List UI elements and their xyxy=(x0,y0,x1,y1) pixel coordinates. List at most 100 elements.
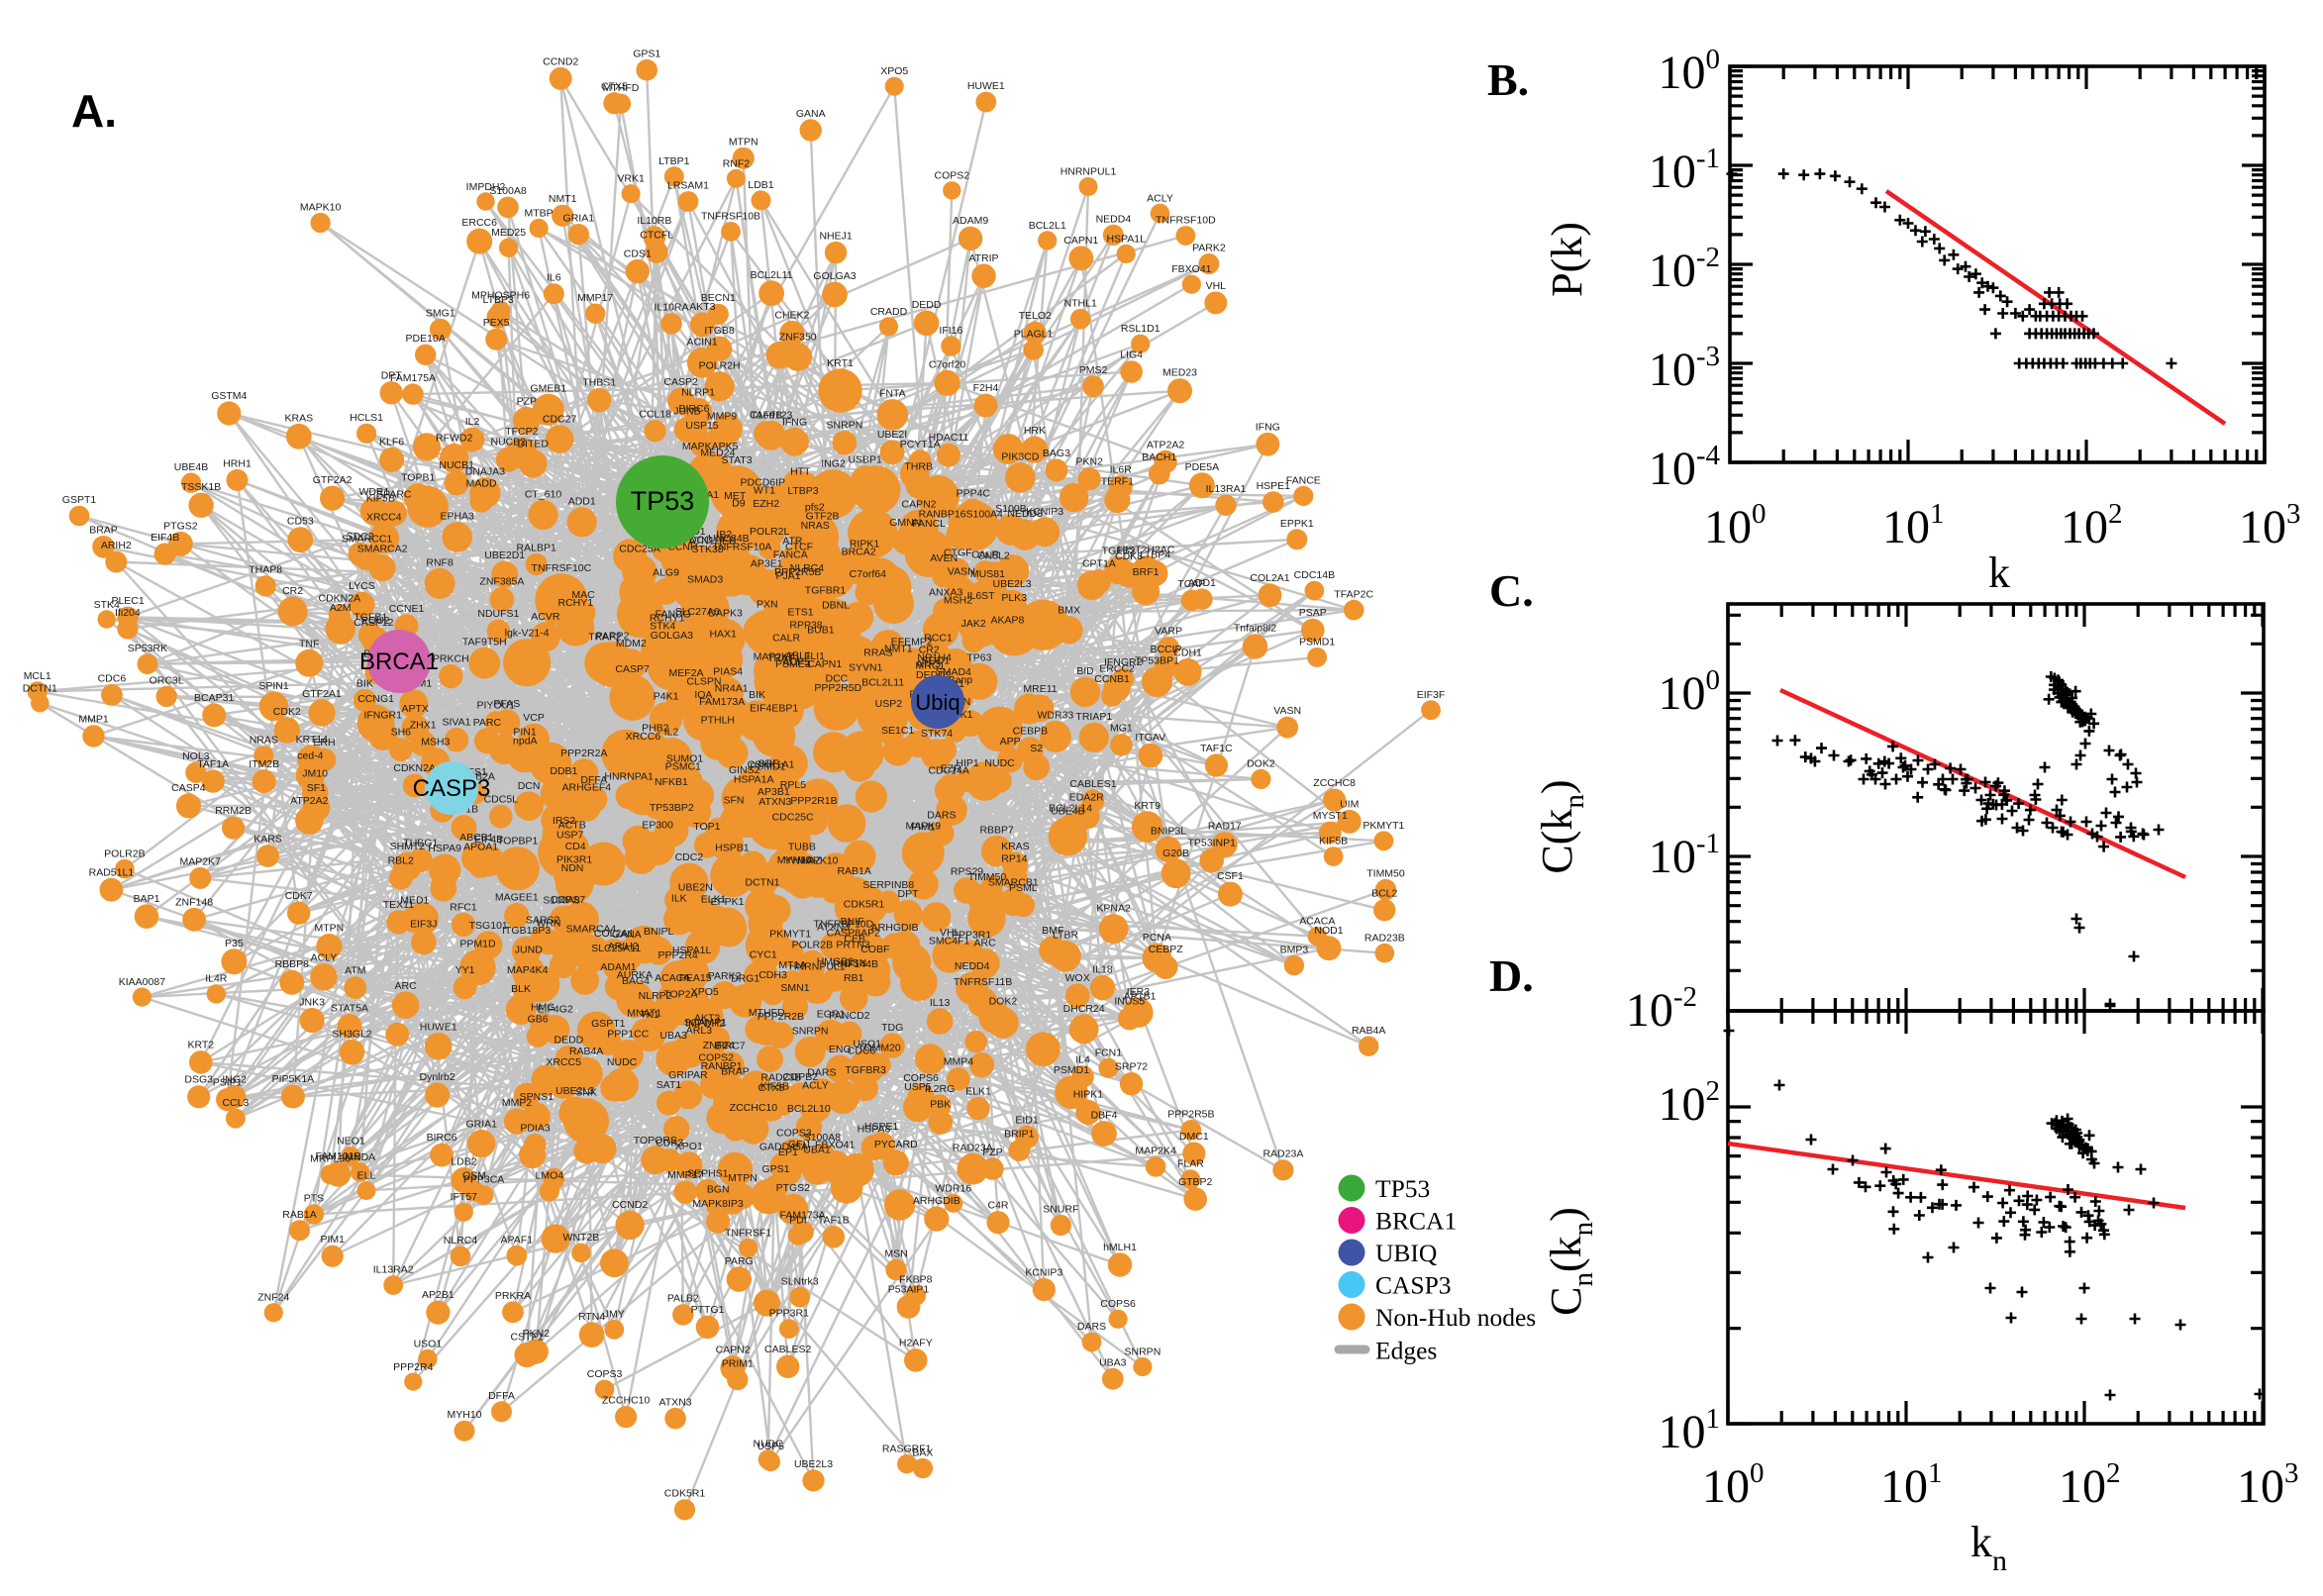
svg-text:TGFB2: TGFB2 xyxy=(1102,545,1136,556)
svg-text:NR1H4: NR1H4 xyxy=(917,652,952,664)
svg-text:MRPL36: MRPL36 xyxy=(310,1153,351,1165)
svg-text:MED1: MED1 xyxy=(400,895,429,907)
svg-text:BCCIP: BCCIP xyxy=(1150,644,1181,655)
svg-text:EIF4G2: EIF4G2 xyxy=(538,1004,573,1016)
svg-text:CCL3: CCL3 xyxy=(222,1097,249,1109)
svg-text:100: 100 xyxy=(1659,44,1721,99)
svg-text:BNIP3L: BNIP3L xyxy=(1151,825,1186,837)
svg-text:ITM2B: ITM2B xyxy=(249,758,279,770)
svg-text:BCAP31: BCAP31 xyxy=(194,692,234,704)
svg-text:ANXA3: ANXA3 xyxy=(929,587,963,599)
svg-text:SEPHS1: SEPHS1 xyxy=(687,1167,729,1179)
svg-text:CTX5: CTX5 xyxy=(601,81,628,93)
svg-text:BIK: BIK xyxy=(356,677,373,689)
svg-text:DPT: DPT xyxy=(381,370,403,382)
svg-text:CDC5L: CDC5L xyxy=(484,793,519,805)
svg-text:POU2: POU2 xyxy=(361,615,390,627)
svg-text:npdA: npdA xyxy=(513,735,538,747)
svg-text:10-3: 10-3 xyxy=(1649,341,1720,396)
svg-text:EIF4B: EIF4B xyxy=(151,532,179,544)
svg-text:POLR2H: POLR2H xyxy=(699,360,741,372)
svg-text:GTF2A1: GTF2A1 xyxy=(302,688,342,700)
svg-text:RSL1D1: RSL1D1 xyxy=(1121,323,1161,335)
svg-text:GPS1: GPS1 xyxy=(633,48,660,59)
svg-text:HMG: HMG xyxy=(531,1001,556,1013)
svg-text:RAD23A: RAD23A xyxy=(1262,1148,1303,1160)
svg-text:MAPK8IP3: MAPK8IP3 xyxy=(692,1198,744,1210)
svg-text:PKN2: PKN2 xyxy=(523,1328,551,1340)
svg-text:GOLGA3: GOLGA3 xyxy=(813,270,856,282)
svg-text:IL6R: IL6R xyxy=(1110,464,1133,476)
svg-text:GRIPAR: GRIPAR xyxy=(668,1069,708,1081)
svg-text:10-1: 10-1 xyxy=(1649,828,1720,883)
svg-text:VARP: VARP xyxy=(1155,626,1182,638)
svg-text:PRKCH: PRKCH xyxy=(433,653,469,665)
svg-text:PIYOU1: PIYOU1 xyxy=(476,700,515,712)
svg-text:USP15: USP15 xyxy=(685,420,718,432)
svg-text:XPO5: XPO5 xyxy=(880,65,908,77)
svg-text:HRK: HRK xyxy=(1024,425,1046,437)
svg-text:NHEJ1: NHEJ1 xyxy=(819,231,852,243)
svg-text:ALG9: ALG9 xyxy=(653,567,679,579)
svg-text:TAF9T5H: TAF9T5H xyxy=(462,636,507,648)
svg-text:NEDD8: NEDD8 xyxy=(1007,508,1043,520)
svg-text:NUDC: NUDC xyxy=(984,757,1015,769)
svg-text:OSM: OSM xyxy=(462,1169,486,1181)
svg-text:AVEN: AVEN xyxy=(930,552,958,564)
svg-text:ADD1: ADD1 xyxy=(1188,577,1216,589)
svg-text:CT_610: CT_610 xyxy=(525,488,562,500)
svg-text:Cn(kn): Cn(kn) xyxy=(1542,1207,1599,1316)
svg-text:Dynlrb2: Dynlrb2 xyxy=(420,1071,455,1083)
svg-text:CN5L2: CN5L2 xyxy=(977,550,1010,562)
svg-text:TGFB1: TGFB1 xyxy=(354,612,387,624)
svg-text:MTPN: MTPN xyxy=(315,923,345,935)
svg-text:HNRNPUL1: HNRNPUL1 xyxy=(1060,165,1117,177)
svg-text:BMF: BMF xyxy=(1042,925,1063,937)
svg-text:KCNIP3: KCNIP3 xyxy=(1025,1266,1062,1278)
svg-text:BRF1: BRF1 xyxy=(1133,566,1160,578)
svg-text:hMLH1: hMLH1 xyxy=(1103,1242,1137,1253)
svg-text:ZCCHC10: ZCCHC10 xyxy=(602,1395,651,1407)
svg-text:ATP2A2: ATP2A2 xyxy=(1147,439,1184,450)
svg-text:SNRPN: SNRPN xyxy=(1125,1346,1162,1357)
svg-text:APTX: APTX xyxy=(401,703,428,715)
svg-text:FAM173A: FAM173A xyxy=(780,1210,826,1222)
svg-text:BMP3: BMP3 xyxy=(1280,944,1309,955)
svg-text:ADAM9: ADAM9 xyxy=(953,215,988,227)
svg-text:BRIP1: BRIP1 xyxy=(1004,1129,1035,1141)
svg-text:C1orf123: C1orf123 xyxy=(750,409,792,421)
svg-text:SARS2: SARS2 xyxy=(526,915,560,927)
svg-text:PSMD1: PSMD1 xyxy=(1299,637,1335,648)
svg-text:PARC: PARC xyxy=(473,717,502,729)
svg-text:10-1: 10-1 xyxy=(1649,143,1720,198)
svg-text:KRAS: KRAS xyxy=(1001,841,1030,852)
svg-text:TNFRSF10D: TNFRSF10D xyxy=(1156,215,1216,227)
svg-text:NMT1: NMT1 xyxy=(549,193,577,205)
svg-text:LTBP3: LTBP3 xyxy=(787,485,818,497)
svg-text:DOK2: DOK2 xyxy=(1247,757,1275,769)
svg-text:MNAT1: MNAT1 xyxy=(627,1007,661,1019)
svg-text:TFCP2: TFCP2 xyxy=(505,426,538,438)
svg-text:XRCC4: XRCC4 xyxy=(366,512,402,524)
svg-text:LMO4: LMO4 xyxy=(536,1170,564,1182)
svg-text:KRAS: KRAS xyxy=(285,412,314,424)
svg-text:AKT3: AKT3 xyxy=(689,301,715,313)
svg-text:HIP1: HIP1 xyxy=(956,757,979,769)
svg-text:RANBP16S100A4: RANBP16S100A4 xyxy=(919,508,1003,520)
svg-text:MMP4: MMP4 xyxy=(944,1056,973,1068)
svg-text:SMARCB1: SMARCB1 xyxy=(988,877,1039,889)
svg-text:BAP1: BAP1 xyxy=(134,893,160,905)
svg-text:PPP2R5B: PPP2R5B xyxy=(1167,1109,1214,1121)
svg-text:XRCC5: XRCC5 xyxy=(546,1056,581,1068)
svg-text:EIF3J: EIF3J xyxy=(410,918,437,930)
svg-text:VASN: VASN xyxy=(1273,705,1301,717)
svg-text:SP53RK: SP53RK xyxy=(128,643,167,654)
svg-text:KIF5B: KIF5B xyxy=(366,492,395,504)
svg-text:S100A8: S100A8 xyxy=(489,185,527,197)
svg-text:PPP2R4: PPP2R4 xyxy=(393,1361,433,1373)
svg-text:ABCB1: ABCB1 xyxy=(459,832,494,844)
svg-text:TSSK1B: TSSK1B xyxy=(181,481,221,493)
svg-text:TAF9B: TAF9B xyxy=(751,410,782,422)
svg-text:TP53INP1: TP53INP1 xyxy=(1187,837,1236,848)
svg-text:LTBP4: LTBP4 xyxy=(1140,549,1170,561)
